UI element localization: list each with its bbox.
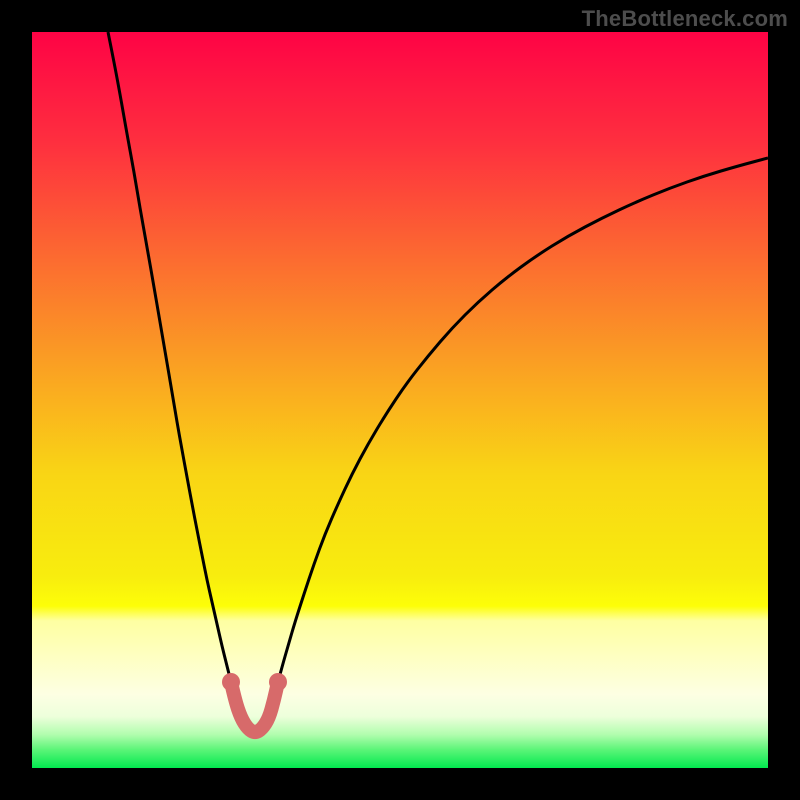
- u-curve-endpoint-right: [269, 673, 287, 691]
- watermark-text: TheBottleneck.com: [582, 6, 788, 32]
- gradient-background: [32, 32, 768, 768]
- bottleneck-plot: [32, 32, 768, 768]
- chart-container: TheBottleneck.com: [0, 0, 800, 800]
- u-curve-endpoint-left: [222, 673, 240, 691]
